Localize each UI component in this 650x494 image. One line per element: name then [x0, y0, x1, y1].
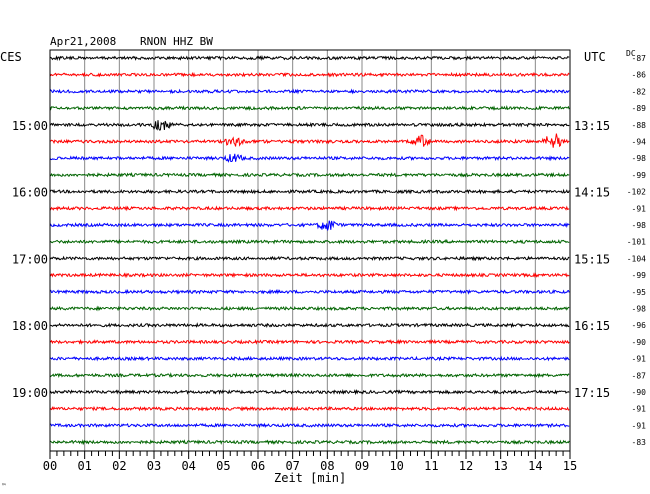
grid: [84, 50, 536, 451]
trace-row: [50, 133, 570, 148]
x-tick-label: 11: [424, 459, 438, 473]
trace-row: [49, 88, 570, 95]
trace-row: [49, 205, 570, 212]
trace-row: [49, 71, 570, 78]
trace-row: [49, 188, 570, 195]
dc-label: DC: [626, 49, 636, 58]
dc-offset-label: -82: [632, 87, 647, 96]
trace-row: [49, 54, 570, 62]
trace-row: [49, 405, 570, 412]
left-hour-label: 18:00: [12, 319, 48, 333]
trace-row: [49, 238, 570, 245]
trace-row: [49, 439, 570, 446]
dc-offset-label: -99: [632, 171, 647, 180]
plot-frame: [49, 49, 571, 452]
dc-offset-label: -83: [632, 438, 647, 447]
x-tick-label: 04: [181, 459, 195, 473]
dc-offset-label: -87: [632, 54, 647, 63]
dc-offset-label: -98: [632, 154, 647, 163]
left-hour-label: 16:00: [12, 186, 48, 200]
x-tick-label: 07: [285, 459, 299, 473]
trace-row: [49, 305, 570, 312]
dc-offset-label: -101: [627, 238, 646, 247]
trace-row: [49, 272, 570, 279]
dc-offset-label: -86: [632, 71, 647, 80]
dc-offset-label: -104: [627, 254, 646, 263]
dc-offset-labels: -87 -86 -82 -89 -88 -94 -98 -99 -102 -91 -98 -101 -1…: [627, 54, 646, 447]
x-axis-label: Zeit [min]: [274, 471, 346, 485]
trace-row: [49, 388, 570, 396]
x-tick-label: 13: [493, 459, 507, 473]
dc-offset-label: -91: [632, 204, 647, 213]
dc-offset-label: -98: [632, 221, 647, 230]
right-zone-label: UTC: [584, 50, 606, 64]
left-hour-label: 19:00: [12, 386, 48, 400]
dc-offset-label: -102: [627, 188, 646, 197]
trace-row: [49, 372, 570, 379]
trace-row: [49, 220, 570, 231]
x-tick-label: 01: [77, 459, 91, 473]
dc-offset-label: -88: [632, 121, 647, 130]
trace-row: [49, 153, 570, 163]
dc-offset-label: -91: [632, 421, 647, 430]
x-axis: 00 01 02 03 04 05 06 07 08 09 10 11 12 13 14 15: [43, 451, 577, 473]
dc-offset-label: -98: [632, 305, 647, 314]
trace-row: [49, 338, 570, 345]
trace-row: [49, 288, 570, 295]
right-time-label: 14:15: [574, 186, 610, 200]
dc-offset-label: -99: [632, 271, 647, 280]
x-tick-label: 09: [355, 459, 369, 473]
left-zone-label: CES: [0, 50, 22, 64]
dc-offset-label: -87: [632, 371, 647, 380]
x-tick-label: 12: [459, 459, 473, 473]
right-time-label: 17:15: [574, 386, 610, 400]
dc-offset-label: -94: [632, 138, 647, 147]
dc-offset-label: -89: [632, 104, 647, 113]
x-tick-label: 02: [112, 459, 126, 473]
traces: [49, 54, 570, 446]
trace-row: [49, 255, 570, 262]
left-hour-label: 17:00: [12, 252, 48, 266]
trace-row: [49, 422, 570, 429]
trace-row: [49, 322, 570, 329]
x-tick-label: 00: [43, 459, 57, 473]
left-hour-label: 15:00: [12, 119, 48, 133]
left-hour-labels: 15:00 16:00 17:00 18:00 19:00: [12, 119, 48, 400]
x-tick-label: 03: [147, 459, 161, 473]
x-tick-label: 06: [251, 459, 265, 473]
x-tick-label: 14: [528, 459, 542, 473]
right-time-label: 16:15: [574, 319, 610, 333]
trace-row: [49, 172, 570, 178]
dc-offset-label: -95: [632, 288, 647, 297]
chart-date: Apr21,2008: [50, 35, 116, 48]
right-time-label: 13:15: [574, 119, 610, 133]
footnote-mark: ™: [2, 483, 6, 490]
x-tick-label: 08: [320, 459, 334, 473]
dc-offset-label: -96: [632, 321, 647, 330]
dc-offset-label: -90: [632, 338, 647, 347]
trace-row: [49, 355, 570, 362]
dc-offset-label: -90: [632, 388, 647, 397]
trace-row: [49, 105, 570, 111]
right-time-label: 15:15: [574, 252, 610, 266]
x-tick-label: 15: [563, 459, 577, 473]
trace-row: [49, 120, 570, 131]
dc-offset-label: -91: [632, 355, 647, 364]
x-tick-label: 10: [389, 459, 403, 473]
chart-station: RNON HHZ BW: [140, 35, 213, 48]
dc-offset-label: -91: [632, 405, 647, 414]
x-tick-label: 05: [216, 459, 230, 473]
right-time-labels: 13:15 14:15 15:15 16:15 17:15: [574, 119, 610, 400]
